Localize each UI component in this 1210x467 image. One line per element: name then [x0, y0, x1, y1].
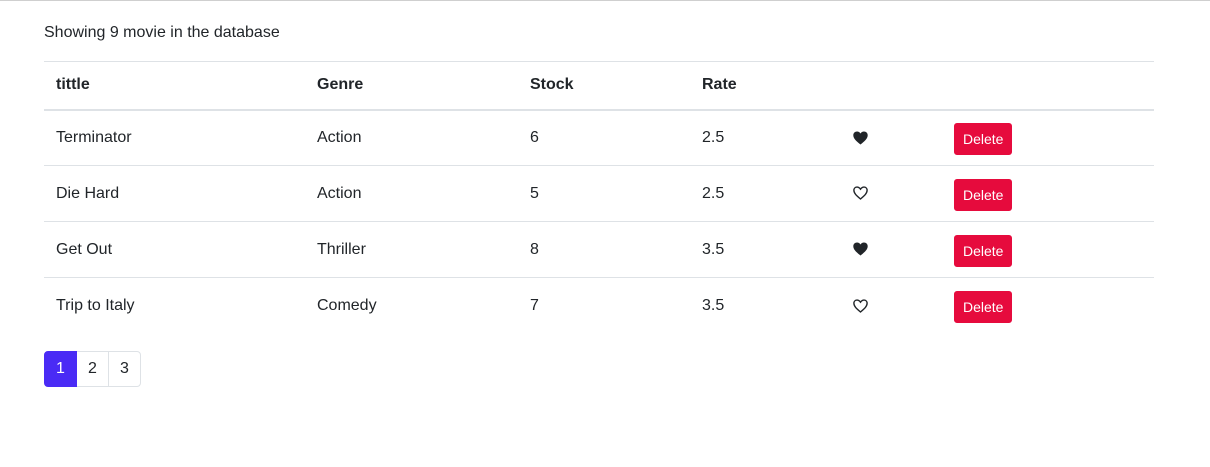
column-header-actions: [942, 62, 1154, 110]
like-cell: [840, 110, 942, 166]
movie-rate-cell: 3.5: [702, 296, 725, 314]
like-cell: [840, 166, 942, 222]
movie-stock-cell: 5: [530, 184, 539, 202]
movie-stock-cell: 8: [530, 240, 539, 258]
column-header-title[interactable]: tittle: [56, 76, 90, 94]
top-divider: [0, 0, 1210, 1]
movie-title-cell: Terminator: [56, 128, 132, 146]
movie-genre-cell: Action: [317, 184, 362, 202]
table-header: tittle Genre Stock Rate: [44, 61, 1154, 110]
movie-stock-cell: 6: [530, 128, 539, 146]
movie-title-cell: Get Out: [56, 240, 113, 258]
like-cell: [840, 222, 942, 278]
like-cell: [840, 278, 942, 334]
movies-table: tittle Genre Stock Rate Terminator Action…: [44, 61, 1154, 334]
table-body: Terminator Action 6 2.5 Delete Die Hard Action…: [44, 110, 1154, 334]
delete-button[interactable]: Delete: [954, 290, 1013, 323]
movie-title-cell: Die Hard: [56, 184, 120, 202]
movie-title-cell: Trip to Italy: [56, 296, 135, 314]
page-button-1[interactable]: 1: [44, 351, 77, 387]
movie-genre-cell: Comedy: [317, 296, 377, 314]
movie-rate-cell: 2.5: [702, 128, 725, 146]
movie-rate-cell: 2.5: [702, 184, 725, 202]
page-button-3[interactable]: 3: [108, 351, 141, 387]
header-row: tittle Genre Stock Rate: [44, 61, 1154, 110]
heart-filled-icon[interactable]: [852, 241, 869, 257]
actions-cell: Delete: [942, 278, 1154, 334]
page-button-2[interactable]: 2: [76, 351, 109, 387]
column-header-rate[interactable]: Rate: [702, 76, 737, 94]
column-header-genre[interactable]: Genre: [317, 76, 364, 94]
movie-genre-cell: Thriller: [317, 240, 366, 258]
heart-outline-icon[interactable]: [852, 185, 869, 201]
movie-genre-cell: Action: [317, 128, 362, 146]
column-header-stock[interactable]: Stock: [530, 76, 574, 94]
heart-filled-icon[interactable]: [852, 130, 869, 146]
table-row: Get Out Thriller 8 3.5 Delete: [44, 222, 1154, 278]
heart-outline-icon[interactable]: [852, 298, 869, 314]
table-row: Terminator Action 6 2.5 Delete: [44, 110, 1154, 166]
actions-cell: Delete: [942, 110, 1154, 166]
movie-count-summary: Showing 9 movie in the database: [44, 24, 280, 41]
delete-button[interactable]: Delete: [954, 234, 1013, 267]
delete-button[interactable]: Delete: [954, 178, 1013, 211]
movie-stock-cell: 7: [530, 296, 539, 314]
delete-button[interactable]: Delete: [954, 122, 1013, 155]
actions-cell: Delete: [942, 222, 1154, 278]
movie-rate-cell: 3.5: [702, 240, 725, 258]
column-header-like: [840, 62, 942, 110]
table-row: Die Hard Action 5 2.5 Delete: [44, 166, 1154, 222]
actions-cell: Delete: [942, 166, 1154, 222]
table-row: Trip to Italy Comedy 7 3.5 Delete: [44, 278, 1154, 334]
